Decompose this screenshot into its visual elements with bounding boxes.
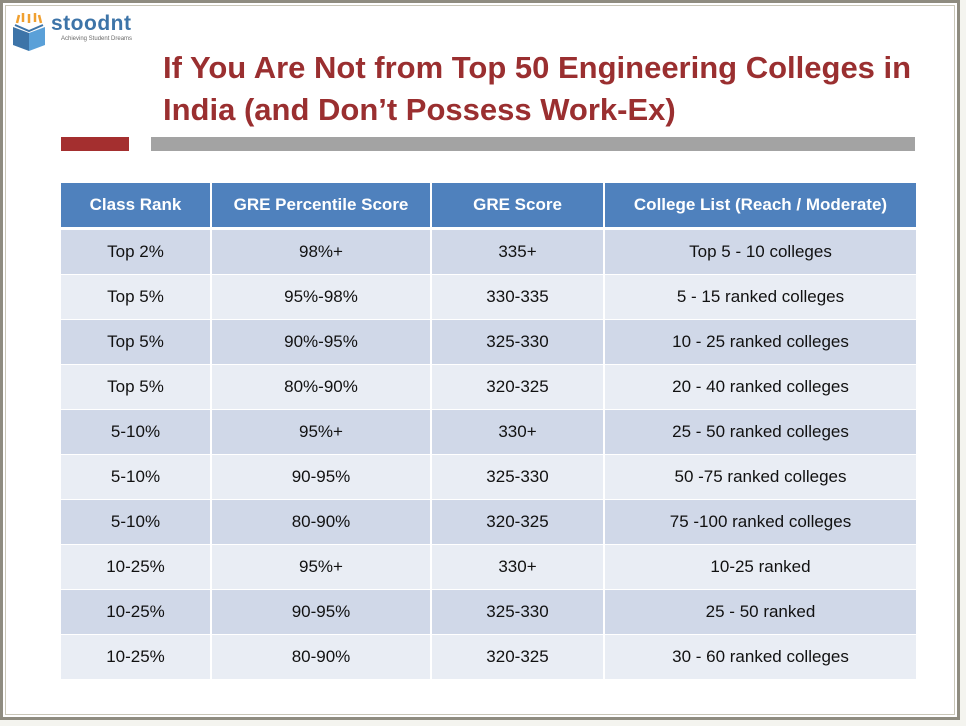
cell-class-rank: 10-25% <box>61 544 212 590</box>
cell-gre-percentile: 80-90% <box>211 499 432 545</box>
cell-gre-score: 325-330 <box>431 589 605 635</box>
table-row: Top 5% 80%-90% 320-325 20 - 40 ranked co… <box>61 364 916 410</box>
cell-class-rank: Top 5% <box>61 364 212 410</box>
table-row: 5-10% 95%+ 330+ 25 - 50 ranked colleges <box>61 409 916 455</box>
table-row: Top 5% 95%-98% 330-335 5 - 15 ranked col… <box>61 274 916 320</box>
logo-tagline: Achieving Student Dreams <box>61 36 133 42</box>
cell-college-list: 5 - 15 ranked colleges <box>604 274 916 320</box>
table-header-row: Class Rank GRE Percentile Score GRE Scor… <box>61 183 916 230</box>
table-row: 5-10% 90-95% 325-330 50 -75 ranked colle… <box>61 454 916 500</box>
logo: stoodnt Achieving Student Dreams <box>9 13 132 53</box>
cell-class-rank: Top 2% <box>61 228 212 275</box>
book-icon <box>13 13 45 51</box>
table-row: 10-25% 95%+ 330+ 10-25 ranked <box>61 544 916 590</box>
cell-gre-score: 330+ <box>431 544 605 590</box>
cell-class-rank: 10-25% <box>61 634 212 680</box>
slide-inner-border <box>5 5 955 715</box>
cell-gre-score: 325-330 <box>431 319 605 365</box>
cell-gre-percentile: 95%+ <box>211 544 432 590</box>
cell-college-list: 10 - 25 ranked colleges <box>604 319 916 365</box>
table-row: Top 5% 90%-95% 325-330 10 - 25 ranked co… <box>61 319 916 365</box>
cell-class-rank: Top 5% <box>61 274 212 320</box>
cell-college-list: 25 - 50 ranked colleges <box>604 409 916 455</box>
table-row: Top 2% 98%+ 335+ Top 5 - 10 colleges <box>61 228 916 275</box>
cell-gre-percentile: 90%-95% <box>211 319 432 365</box>
cell-college-list: 50 -75 ranked colleges <box>604 454 916 500</box>
title-line-2: India (and Don’t Possess Work-Ex) <box>163 92 676 127</box>
cell-class-rank: 5-10% <box>61 499 212 545</box>
cell-gre-score: 330+ <box>431 409 605 455</box>
header-class-rank: Class Rank <box>61 183 212 230</box>
cell-gre-percentile: 80-90% <box>211 634 432 680</box>
header-college-list: College List (Reach / Moderate) <box>604 183 916 230</box>
cell-gre-score: 320-325 <box>431 499 605 545</box>
header-gre-percentile: GRE Percentile Score <box>211 183 432 230</box>
cell-gre-percentile: 95%-98% <box>211 274 432 320</box>
cell-gre-score: 320-325 <box>431 634 605 680</box>
cell-gre-score: 335+ <box>431 228 605 275</box>
cell-class-rank: Top 5% <box>61 319 212 365</box>
accent-bar <box>61 137 129 151</box>
cell-gre-percentile: 95%+ <box>211 409 432 455</box>
cell-college-list: 75 -100 ranked colleges <box>604 499 916 545</box>
table-row: 10-25% 80-90% 320-325 30 - 60 ranked col… <box>61 634 916 680</box>
cell-class-rank: 5-10% <box>61 409 212 455</box>
logo-name: stoodnt <box>51 12 132 35</box>
table-row: 5-10% 80-90% 320-325 75 -100 ranked coll… <box>61 499 916 545</box>
cell-college-list: 20 - 40 ranked colleges <box>604 364 916 410</box>
cell-college-list: 10-25 ranked <box>604 544 916 590</box>
page-title: If You Are Not from Top 50 Engineering C… <box>163 47 923 131</box>
cell-class-rank: 5-10% <box>61 454 212 500</box>
cell-gre-percentile: 98%+ <box>211 228 432 275</box>
cell-college-list: 30 - 60 ranked colleges <box>604 634 916 680</box>
cell-gre-percentile: 90-95% <box>211 454 432 500</box>
cell-gre-percentile: 80%-90% <box>211 364 432 410</box>
cell-class-rank: 10-25% <box>61 589 212 635</box>
cell-gre-score: 325-330 <box>431 454 605 500</box>
divider-bar <box>151 137 915 151</box>
cell-college-list: 25 - 50 ranked <box>604 589 916 635</box>
cell-gre-score: 330-335 <box>431 274 605 320</box>
gre-college-table: Class Rank GRE Percentile Score GRE Scor… <box>61 183 916 680</box>
cell-gre-percentile: 90-95% <box>211 589 432 635</box>
cell-gre-score: 320-325 <box>431 364 605 410</box>
table-row: 10-25% 90-95% 325-330 25 - 50 ranked <box>61 589 916 635</box>
title-line-1: If You Are Not from Top 50 Engineering C… <box>163 50 912 85</box>
cell-college-list: Top 5 - 10 colleges <box>604 228 916 275</box>
header-gre-score: GRE Score <box>431 183 605 230</box>
